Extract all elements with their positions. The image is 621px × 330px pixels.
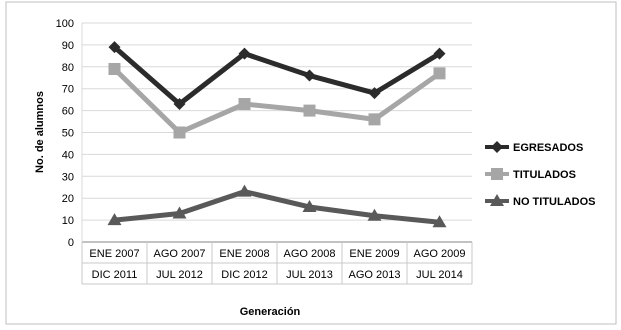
y-tick-label: 30	[62, 171, 74, 183]
data-point	[368, 113, 381, 126]
x-category-sublabel: AGO 2013	[349, 269, 401, 281]
y-tick-labels: 0 10 20 30 40 50 60 70 80 90 100	[56, 18, 74, 249]
y-tick-label: 40	[62, 149, 74, 161]
x-category-label: AGO 2009	[414, 248, 466, 260]
legend-label: NO TITULADOS	[513, 196, 596, 208]
legend-entry: NO TITULADOS	[485, 194, 596, 208]
x-category-sublabel: JUL 2014	[416, 269, 463, 281]
chart-frame	[5, 1, 617, 325]
x-category-label: ENE 2007	[89, 248, 139, 260]
x-category-sublabel: JUL 2013	[286, 269, 333, 281]
data-point	[108, 41, 121, 54]
series-egresados	[108, 41, 446, 111]
x-category-label: ENE 2009	[349, 248, 399, 260]
data-point	[173, 98, 186, 111]
data-point	[107, 213, 122, 226]
data-point	[238, 98, 251, 111]
x-category-labels: ENE 2007 DIC 2011 AGO 2007 JUL 2012 ENE 2008…	[89, 248, 465, 281]
y-tick-label: 60	[62, 106, 74, 118]
data-point	[433, 47, 446, 60]
data-point	[237, 184, 252, 197]
y-tick-label: 80	[62, 62, 74, 74]
series-no-titulados	[107, 184, 447, 228]
x-category-label: AGO 2008	[284, 248, 336, 260]
legend-label: EGRESADOS	[513, 142, 583, 154]
data-point	[433, 67, 446, 80]
y-tick-label: 70	[62, 84, 74, 96]
y-tick-label: 50	[62, 128, 74, 140]
data-point	[368, 87, 381, 100]
data-point	[172, 206, 187, 219]
y-tick-label: 10	[62, 215, 74, 227]
data-point	[303, 104, 316, 117]
x-category-label: ENE 2008	[219, 248, 269, 260]
x-category-sublabel: DIC 2011	[92, 269, 138, 281]
x-axis-title: Generación	[240, 306, 301, 318]
y-tick-label: 100	[56, 18, 74, 30]
legend-label: TITULADOS	[513, 169, 576, 181]
series-line	[112, 67, 441, 135]
legend-swatch-marker	[490, 194, 504, 206]
data-point	[432, 215, 447, 228]
y-tick-label: 20	[62, 193, 74, 205]
legend: EGRESADOS TITULADOS NO TITULADOS	[485, 141, 596, 208]
series-line	[114, 189, 440, 225]
x-category-sublabel: DIC 2012	[221, 269, 267, 281]
data-point	[108, 62, 121, 75]
legend-swatch-marker	[491, 141, 503, 153]
series-titulados	[108, 62, 446, 139]
x-category-sublabel: JUL 2012	[156, 269, 203, 281]
legend-entry: EGRESADOS	[485, 141, 583, 154]
y-tick-label: 90	[62, 40, 74, 52]
data-point	[238, 47, 251, 60]
data-point	[173, 126, 186, 139]
data-point	[302, 199, 317, 212]
x-category-label: AGO 2007	[154, 248, 206, 260]
y-tick-label: 0	[68, 237, 74, 249]
legend-entry: TITULADOS	[485, 168, 576, 181]
series-layer	[107, 41, 447, 228]
y-axis-title: No. de alumnos	[34, 91, 46, 173]
legend-swatch-marker	[491, 168, 503, 180]
series-line	[112, 45, 441, 107]
data-point	[303, 69, 316, 82]
data-point	[367, 208, 382, 221]
